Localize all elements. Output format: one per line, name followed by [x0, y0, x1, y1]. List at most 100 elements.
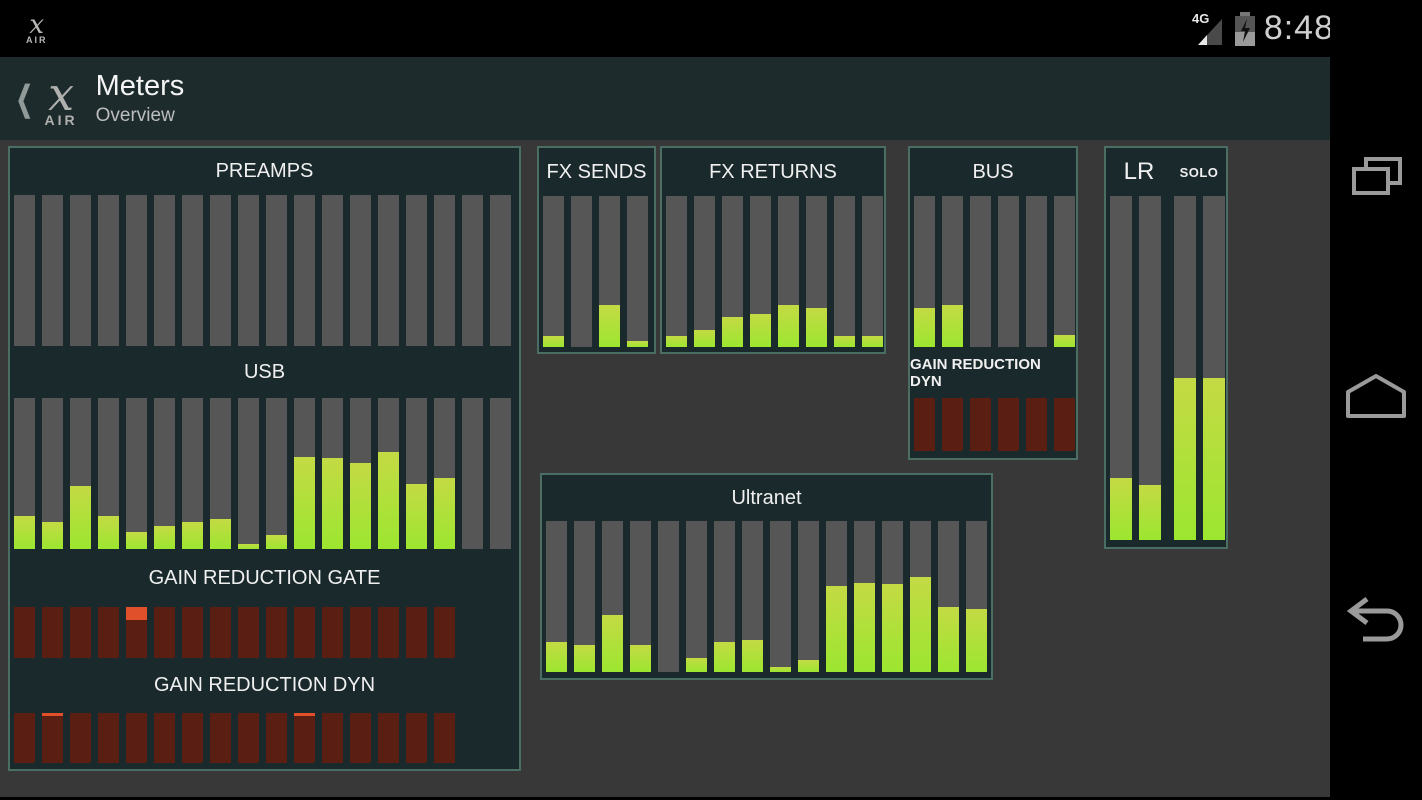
- level-meter: [210, 398, 231, 549]
- level-meter: [462, 195, 483, 346]
- level-meter: [322, 398, 343, 549]
- fx-returns-meters: [662, 196, 884, 347]
- level-meter: [998, 196, 1019, 347]
- level-meter: [750, 196, 771, 347]
- level-meter: [574, 521, 595, 672]
- status-icons: 4G 8:48: [1192, 9, 1334, 48]
- level-meter: [294, 195, 315, 346]
- level-meter: [658, 521, 679, 672]
- level-meter: [914, 196, 935, 347]
- clock: 8:48: [1263, 9, 1334, 47]
- reduction-meter: [970, 398, 991, 451]
- reduction-meter: [210, 607, 231, 658]
- reduction-meter: [1054, 398, 1075, 451]
- level-meter: [182, 398, 203, 549]
- recent-apps-button[interactable]: [1348, 155, 1404, 203]
- reduction-meter: [210, 713, 231, 763]
- level-meter: [599, 196, 620, 347]
- level-meter: [434, 195, 455, 346]
- reduction-meter: [154, 713, 175, 763]
- reduction-meter: [1026, 398, 1047, 451]
- level-meter: [834, 196, 855, 347]
- reduction-meter: [14, 713, 35, 763]
- level-meter: [543, 196, 564, 347]
- lr-solo-title: LR SOLO: [1106, 148, 1226, 196]
- reduction-meter: [434, 607, 455, 658]
- home-button[interactable]: [1342, 370, 1410, 420]
- android-navbar: [1330, 0, 1422, 800]
- reduction-meter: [406, 713, 427, 763]
- xair-logo-air: AIR: [44, 111, 78, 128]
- reduction-meter: [182, 713, 203, 763]
- reduction-meter: [322, 713, 343, 763]
- level-meter: [378, 195, 399, 346]
- header-titles: Meters Overview: [96, 70, 185, 127]
- reduction-meter: [98, 713, 119, 763]
- level-meter: [266, 195, 287, 346]
- ultranet-meters: [542, 521, 991, 672]
- xair-logo: x AIR: [45, 71, 78, 127]
- bus-gain-reduction-dyn-meters: [910, 398, 1076, 451]
- level-meter: [378, 398, 399, 549]
- level-meter: [126, 398, 147, 549]
- xair-logo-air: AIR: [26, 35, 48, 45]
- reduction-meter: [238, 713, 259, 763]
- level-meter: [966, 521, 987, 672]
- reduction-meter: [42, 607, 63, 658]
- fx-sends-title: FX SENDS: [546, 160, 647, 183]
- page-title: Meters: [95, 70, 185, 102]
- level-meter: [630, 521, 651, 672]
- xair-logo-mini: x AIR: [26, 12, 48, 45]
- level-meter: [42, 195, 63, 346]
- back-button[interactable]: [1343, 597, 1409, 647]
- level-meter: [238, 195, 259, 346]
- solo-title: SOLO: [1179, 164, 1219, 180]
- level-meter: [778, 196, 799, 347]
- reduction-meter: [126, 713, 147, 763]
- level-meter: [942, 196, 963, 347]
- level-meter: [602, 521, 623, 672]
- level-meter: [1110, 196, 1132, 540]
- level-meter: [14, 398, 35, 549]
- level-meter: [350, 398, 371, 549]
- level-meter: [490, 398, 511, 549]
- level-meter: [1054, 196, 1075, 347]
- level-meter: [1139, 196, 1161, 540]
- signal-strength-icon: 4G: [1192, 11, 1222, 45]
- level-meter: [854, 521, 875, 672]
- battery-charging-icon: [1234, 11, 1255, 46]
- reduction-meter: [98, 607, 119, 658]
- back-chevron-icon[interactable]: ❮: [15, 79, 33, 118]
- level-meter: [266, 398, 287, 549]
- level-meter: [294, 398, 315, 549]
- level-meter: [826, 521, 847, 672]
- panel-bus: BUS GAIN REDUCTION DYN: [908, 146, 1078, 460]
- level-meter: [182, 195, 203, 346]
- reduction-meter: [154, 607, 175, 658]
- network-type-label: 4G: [1192, 11, 1209, 26]
- level-meter: [798, 521, 819, 672]
- reduction-meter: [998, 398, 1019, 451]
- reduction-meter: [266, 607, 287, 658]
- lr-solo-meters: [1106, 196, 1226, 540]
- gain-reduction-gate-meters: [10, 607, 519, 658]
- level-meter: [98, 195, 119, 346]
- meters-overview-content: PREAMPS USB GAIN REDUCTION GATE GAIN RED…: [0, 140, 1330, 797]
- reduction-meter: [70, 713, 91, 763]
- level-meter: [14, 195, 35, 346]
- level-meter: [910, 521, 931, 672]
- level-meter: [882, 521, 903, 672]
- level-meter: [406, 398, 427, 549]
- gain-reduction-dyn-title: GAIN REDUCTION DYN: [153, 674, 376, 696]
- level-meter: [1174, 196, 1196, 540]
- ultranet-title: Ultranet: [731, 486, 802, 509]
- level-meter: [694, 196, 715, 347]
- xair-logo-x: x: [29, 10, 45, 40]
- level-meter: [126, 195, 147, 346]
- level-meter: [210, 195, 231, 346]
- level-meter: [1026, 196, 1047, 347]
- reduction-meter: [406, 607, 427, 658]
- panel-preamps-usb: PREAMPS USB GAIN REDUCTION GATE GAIN RED…: [8, 146, 521, 771]
- level-meter: [154, 195, 175, 346]
